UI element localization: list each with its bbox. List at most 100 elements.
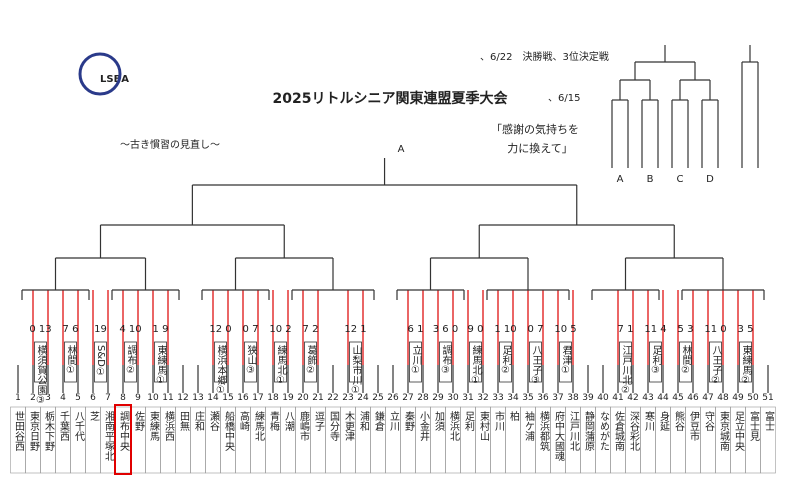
score: 7 6	[63, 324, 79, 335]
team-name: 熊谷	[673, 410, 685, 432]
slot-number: 1	[15, 393, 21, 403]
slot-number: 14	[207, 393, 219, 403]
score: 3 6 0	[433, 324, 458, 335]
winner-label: 練馬北①	[275, 344, 287, 386]
team-name: 東京城南	[718, 410, 730, 451]
team-name: 国分寺	[328, 411, 340, 441]
winner-label: 葛飾②	[305, 344, 317, 376]
winner-label: 君津①	[560, 345, 572, 376]
winner-box	[274, 341, 287, 383]
slot-number: 40	[597, 393, 609, 403]
team-name: 逗子	[313, 411, 325, 431]
team-name: 田無	[178, 411, 190, 432]
winner-label: 林間①	[65, 344, 77, 376]
final-label: A	[617, 174, 624, 185]
team-name: 秦野	[403, 410, 415, 431]
winner-label: 足利③	[650, 345, 662, 376]
winner-box	[679, 341, 692, 383]
slot-number: 4	[60, 393, 66, 403]
team-name: 浦和	[358, 410, 370, 432]
slot-number: 20	[297, 393, 309, 403]
team-name: 高崎	[238, 410, 250, 431]
slot-number: 13	[192, 393, 203, 403]
slot-number: 46	[687, 393, 699, 403]
team-name: 守谷	[703, 410, 715, 432]
winner-box	[214, 341, 227, 383]
slot-number: 48	[717, 393, 729, 403]
team-name: 富士見	[748, 410, 760, 442]
team-name: 東村山	[478, 410, 490, 441]
team-name: 鎌倉	[373, 410, 385, 432]
score: 1 9	[153, 324, 169, 335]
team-name: 深谷彩北	[628, 411, 640, 451]
score: 3 5	[738, 324, 754, 335]
final-label: B	[647, 174, 654, 185]
score: 0 7	[243, 324, 259, 335]
team-name: 湘南平塚北	[103, 410, 115, 461]
slogan: 力に換えて」	[507, 142, 572, 155]
score: 10 2	[269, 324, 291, 335]
node-label: A	[398, 144, 405, 155]
winner-label: 林間②	[680, 344, 692, 376]
score: 11 4	[644, 324, 666, 335]
slot-number: 3	[45, 393, 51, 403]
slot-number: 6	[90, 393, 96, 403]
slot-number: 44	[657, 393, 669, 403]
team-name: 江戸川北	[568, 411, 580, 451]
slot-number: 25	[372, 393, 383, 403]
team-name: 身延	[658, 410, 670, 432]
winner-label: 江戸川北②	[620, 345, 632, 396]
team-name: 栃木下野	[43, 410, 55, 451]
slot-number: 10	[147, 393, 159, 403]
winner-box	[559, 341, 572, 383]
winner-box	[94, 341, 107, 383]
winner-box	[34, 341, 47, 383]
score: 5 3	[678, 324, 694, 335]
team-name: 加須	[433, 411, 445, 432]
slot-number: 26	[387, 393, 399, 403]
winner-label: 横浜本郷①	[215, 344, 227, 396]
slot-number: 27	[402, 393, 413, 403]
score: 12 1	[344, 324, 366, 335]
slot-number: 36	[537, 393, 549, 403]
winner-label: 東練馬②	[740, 344, 752, 386]
team-name: なめがた	[598, 411, 610, 451]
slot-number: 50	[747, 393, 759, 403]
score: 10 5	[554, 324, 576, 335]
highlight	[114, 404, 132, 475]
winner-box	[124, 341, 137, 383]
slot-number: 2	[30, 393, 36, 403]
semi-date: 、6/15	[548, 93, 580, 104]
slot-number: 9	[135, 393, 141, 403]
slot-number: 43	[642, 393, 653, 403]
winner-box	[409, 341, 422, 383]
score: 7 1	[618, 324, 634, 335]
slogan: 「感謝の気持ちを	[491, 122, 579, 136]
slot-number: 17	[252, 393, 263, 403]
slot-number: 19	[282, 393, 294, 403]
winner-label: 山梨市川①	[350, 345, 362, 396]
score: 0 13	[29, 324, 51, 335]
slot-number: 21	[312, 393, 323, 403]
slot-number: 37	[552, 393, 563, 403]
slot-number: 22	[327, 393, 338, 403]
winner-label: 足利②	[500, 345, 512, 376]
team-name: 八千代	[73, 411, 85, 442]
team-name: 佐野	[133, 411, 145, 431]
winner-box	[499, 341, 512, 383]
winner-box	[244, 341, 257, 383]
team-name: 静岡蒲原	[583, 410, 595, 451]
team-name: 庄和	[193, 410, 205, 432]
slot-number: 29	[432, 393, 444, 403]
slot-number: 39	[582, 393, 594, 403]
team-name: 芝	[88, 410, 100, 422]
slot-number: 24	[357, 393, 369, 403]
winner-box	[154, 341, 167, 383]
team-name: 市川	[493, 410, 505, 431]
score: 9 0	[468, 324, 484, 335]
slot-number: 38	[567, 393, 579, 403]
team-name: 横浜北	[448, 410, 460, 441]
winner-box	[439, 341, 452, 383]
team-name: 袖ケ浦	[523, 410, 535, 442]
team-name: 富士	[763, 410, 775, 431]
